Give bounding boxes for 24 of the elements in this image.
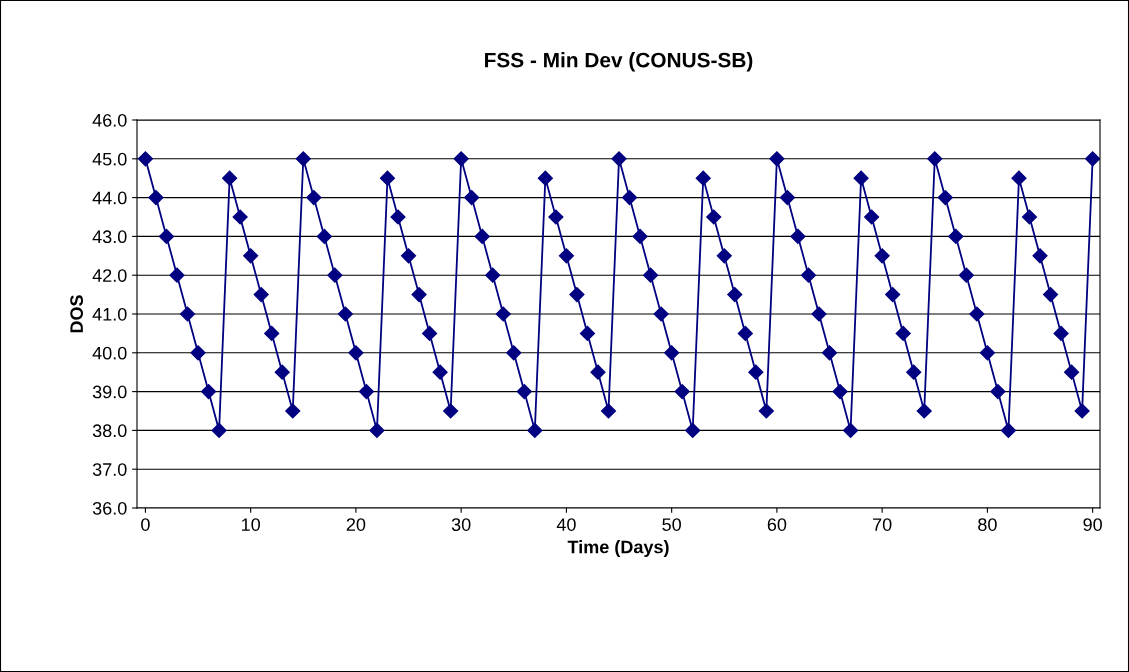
y-tick-label: 37.0 [92, 463, 127, 476]
x-tick-label: 0 [141, 518, 150, 531]
x-tick-label: 50 [662, 518, 681, 531]
y-tick-label: 40.0 [92, 346, 127, 360]
x-tick-label: 60 [767, 518, 787, 531]
y-tick-label: 42.0 [92, 269, 127, 282]
y-tick-label: 45.0 [92, 152, 127, 166]
y-tick-label: 43.0 [92, 230, 127, 244]
y-tick-label: 41.0 [92, 307, 127, 321]
x-tick-label: 30 [451, 518, 471, 531]
x-tick-label: 80 [978, 518, 997, 531]
y-tick-label: 36.0 [92, 501, 127, 515]
y-tick-label: 39.0 [92, 385, 127, 399]
x-tick-label: 70 [873, 518, 892, 531]
y-axis-title: DOS [70, 295, 84, 333]
x-axis-title: Time (Days) [567, 540, 669, 557]
y-tick-label: 44.0 [92, 191, 127, 205]
x-tick-label: 90 [1083, 518, 1102, 531]
chart-title: FSS - Min Dev (CONUS-SB) [485, 52, 753, 72]
y-tick-label: 38.0 [92, 424, 127, 438]
x-tick-label: 10 [242, 518, 260, 531]
x-tick-label: 40 [556, 518, 576, 531]
x-tick-label: 20 [346, 518, 366, 531]
y-tick-label: 46.0 [92, 113, 127, 127]
